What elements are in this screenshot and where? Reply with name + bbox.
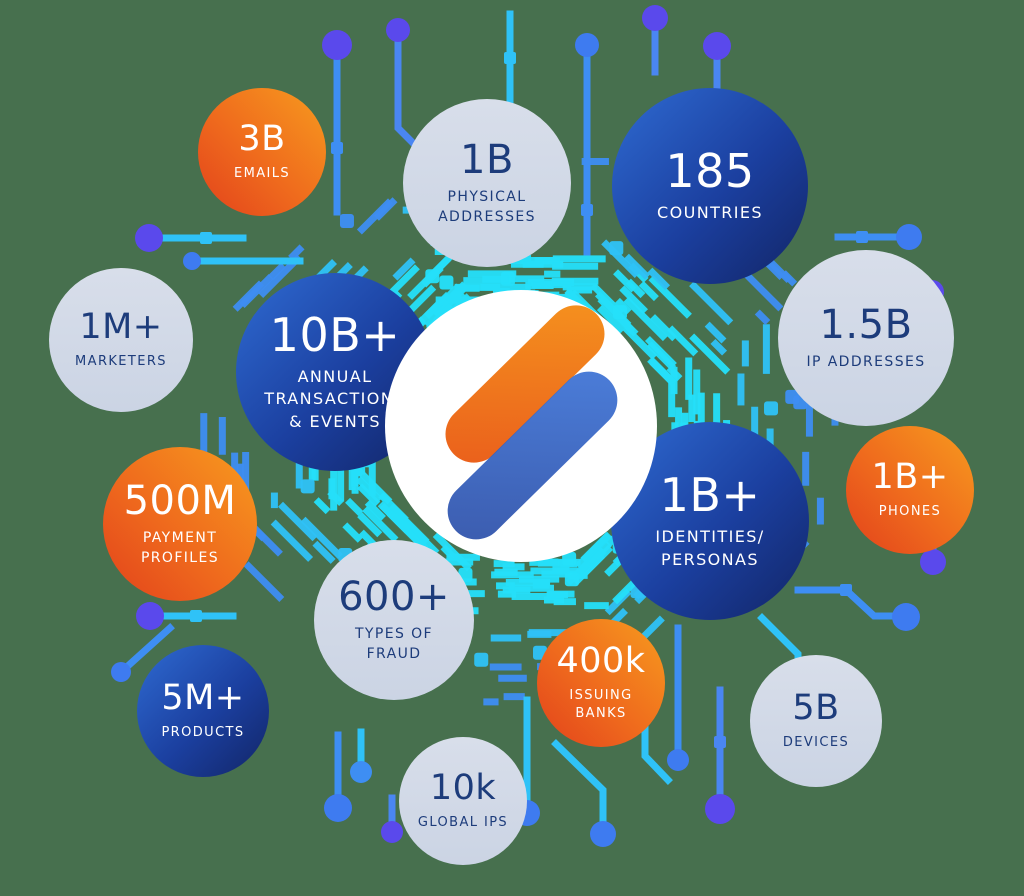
stat-value: 600+ — [338, 573, 450, 620]
stat-label: ISSUING BANKS — [569, 687, 633, 721]
stat-label: DEVICES — [782, 734, 850, 750]
stat-label: COUNTRIES — [657, 203, 763, 223]
stat-label: EMAILS — [233, 165, 291, 181]
stat-value: 1B+ — [871, 457, 949, 498]
stat-value: 185 — [665, 144, 755, 199]
stat-label: PHONES — [878, 503, 942, 519]
stat-value: 5M+ — [161, 678, 245, 719]
stat-value: 1M+ — [79, 307, 163, 348]
stat-label: IP ADDRESSES — [806, 353, 926, 370]
stat-bubble-physical-addresses: 1B PHYSICAL ADDRESSES — [403, 99, 571, 267]
stat-value: 10k — [429, 768, 497, 809]
stat-label: GLOBAL IPS — [417, 814, 509, 830]
stat-label: PAYMENT PROFILES — [140, 529, 220, 566]
stat-value: 1.5B — [819, 301, 913, 348]
stat-label: IDENTITIES/ PERSONAS — [655, 527, 765, 569]
stat-bubble-emails: 3B EMAILS — [198, 88, 326, 216]
logo-badge — [385, 290, 657, 562]
stat-value: 3B — [238, 119, 286, 160]
stat-value: 5B — [792, 688, 840, 729]
stat-value: 10B+ — [269, 307, 401, 362]
stat-bubble-global-ips: 10k GLOBAL IPS — [399, 737, 527, 865]
stat-bubble-products: 5M+ PRODUCTS — [137, 645, 269, 777]
stat-bubble-devices: 5B DEVICES — [750, 655, 882, 787]
stat-value: 500M — [123, 477, 237, 524]
stat-bubble-marketers: 1M+ MARKETERS — [49, 268, 193, 412]
stat-bubble-types-of-fraud: 600+ TYPES OF FRAUD — [314, 540, 474, 700]
stat-bubble-issuing-banks: 400k ISSUING BANKS — [537, 619, 665, 747]
stat-label: TYPES OF FRAUD — [354, 625, 433, 662]
stat-bubble-countries: 185 COUNTRIES — [612, 88, 808, 284]
stat-value: 400k — [556, 640, 646, 681]
stat-label: PRODUCTS — [161, 724, 245, 740]
stat-label: PHYSICAL ADDRESSES — [438, 188, 536, 225]
stat-value: 1B+ — [659, 467, 761, 522]
stat-label: MARKETERS — [75, 353, 167, 369]
dual-pill-brand-logo-icon — [385, 290, 657, 562]
stat-value: 1B — [460, 136, 514, 183]
stat-bubble-ip-addresses: 1.5B IP ADDRESSES — [778, 250, 954, 426]
stat-bubble-payment-profiles: 500M PAYMENT PROFILES — [103, 447, 257, 601]
stat-label: ANNUAL TRANSACTIONS & EVENTS — [264, 367, 406, 431]
stat-bubble-phones: 1B+ PHONES — [846, 426, 974, 554]
